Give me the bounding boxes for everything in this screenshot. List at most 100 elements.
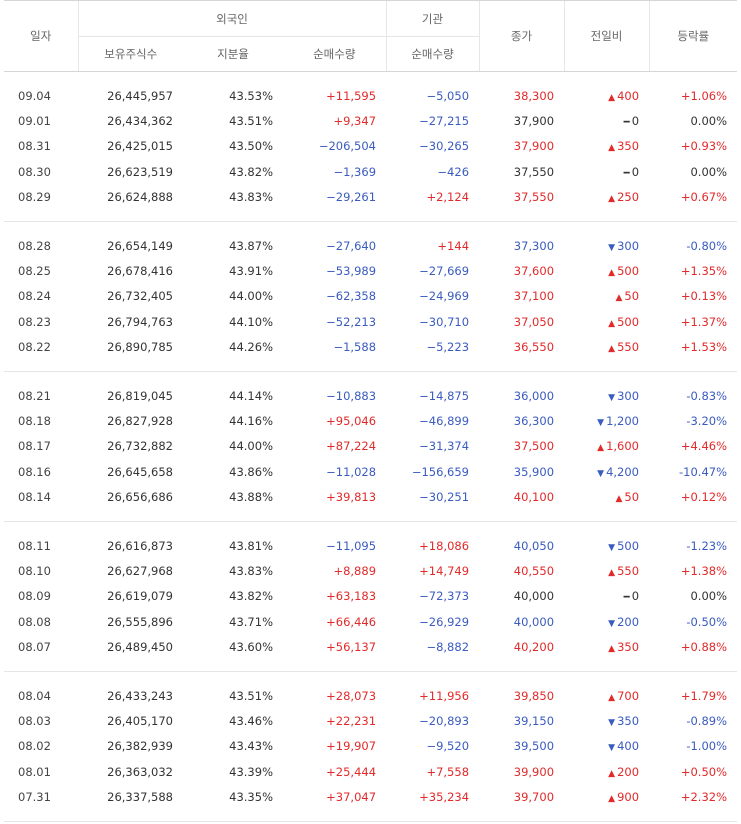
table-row: 08.11 26,616,873 43.81% −11,095 +18,086 40,05… (4, 533, 737, 558)
cell-change: ▼ 300 (564, 383, 649, 408)
cell-ratio: 44.00% (229, 439, 273, 454)
cell-close: 36,300 (513, 413, 555, 428)
cell-foreign-net: +25,444 (326, 764, 377, 779)
cell-rate: +1.53% (680, 340, 728, 355)
cell-close: 35,900 (513, 464, 555, 479)
change-value: 0 (631, 164, 640, 179)
cell-close: 40,200 (513, 640, 555, 655)
cell-holdings: 26,489,450 (107, 640, 173, 655)
cell-date: 08.17 (18, 439, 51, 454)
cell-ratio: 43.91% (229, 264, 273, 279)
cell-date: 08.02 (18, 739, 51, 754)
up-arrow-icon: ▲ (608, 318, 616, 329)
cell-institution-net: +7,558 (426, 764, 470, 779)
cell-change: ▲ 500 (564, 309, 649, 334)
cell-holdings: 26,405,170 (107, 713, 173, 728)
cell-close: 37,900 (513, 139, 555, 154)
change-value: 250 (617, 190, 640, 205)
cell-date: 08.11 (18, 538, 51, 553)
cell-close: 37,600 (513, 264, 555, 279)
header-change: 전일비 (563, 0, 650, 72)
cell-close: 39,850 (513, 688, 555, 703)
cell-institution-net: −14,875 (419, 388, 470, 403)
cell-institution-net: −5,223 (426, 340, 470, 355)
cell-foreign-net: +95,046 (326, 413, 377, 428)
table-row: 08.18 26,827,928 44.16% +95,046 −46,899 36,30… (4, 408, 737, 433)
table-row: 07.31 26,337,588 43.35% +37,047 +35,234 39,70… (4, 784, 737, 809)
cell-close: 36,000 (513, 388, 555, 403)
up-arrow-icon: ▲ (615, 494, 623, 505)
cell-date: 08.08 (18, 614, 51, 629)
cell-rate: +1.38% (680, 563, 728, 578)
cell-change: ▼ 500 (564, 533, 649, 558)
cell-institution-net: −426 (437, 164, 470, 179)
cell-change: ▲ 1,600 (564, 434, 649, 459)
header-holdings: 보유주식수 (77, 36, 183, 72)
cell-change: ▼ 400 (564, 734, 649, 759)
cell-change: ▲ 900 (564, 784, 649, 809)
cell-change: ▼ 200 (564, 609, 649, 634)
cell-foreign-net: +22,231 (326, 713, 377, 728)
cell-date: 08.22 (18, 340, 51, 355)
cell-date: 08.25 (18, 264, 51, 279)
up-arrow-icon: ▲ (608, 794, 616, 805)
cell-ratio: 44.14% (229, 388, 273, 403)
table-row: 08.04 26,433,243 43.51% +28,073 +11,956 39,85… (4, 683, 737, 708)
cell-ratio: 43.86% (229, 464, 273, 479)
cell-holdings: 26,654,149 (107, 238, 173, 253)
group-divider (4, 659, 738, 672)
cell-ratio: 43.81% (229, 538, 273, 553)
change-value: 300 (617, 238, 640, 253)
group-divider (4, 359, 738, 372)
table-row: 08.23 26,794,763 44.10% −52,213 −30,710 37,05… (4, 309, 737, 334)
cell-date: 08.29 (18, 190, 51, 205)
cell-rate: -0.80% (686, 238, 728, 253)
cell-holdings: 26,656,686 (107, 490, 173, 505)
cell-holdings: 26,445,957 (107, 88, 173, 103)
cell-close: 37,550 (513, 164, 555, 179)
flat-dash-icon: ━ (623, 592, 630, 604)
cell-change: ━ 0 (564, 108, 649, 133)
cell-ratio: 43.83% (229, 190, 273, 205)
cell-date: 08.14 (18, 490, 51, 505)
cell-institution-net: −72,373 (419, 589, 470, 604)
cell-ratio: 43.87% (229, 238, 273, 253)
cell-rate: +1.37% (680, 314, 728, 329)
change-value: 900 (617, 790, 640, 805)
cell-foreign-net: −11,028 (326, 464, 377, 479)
cell-rate: -1.00% (686, 739, 728, 754)
cell-rate: -10.47% (679, 464, 728, 479)
table-header: 일자 외국인 기관 종가 전일비 등락률 보유주식수 지분율 순매수량 순매수량 (4, 0, 738, 72)
up-arrow-icon: ▲ (608, 268, 616, 279)
table-row: 08.30 26,623,519 43.82% −1,369 −426 37,550 ━ 0 0… (4, 159, 737, 184)
down-arrow-icon: ▼ (608, 743, 616, 754)
table-row: 08.07 26,489,450 43.60% +56,137 −8,882 40,200… (4, 634, 737, 659)
cell-foreign-net: +56,137 (326, 640, 377, 655)
change-value: 700 (617, 688, 640, 703)
table-body: 09.04 26,445,957 43.53% +11,595 −5,050 38,300… (4, 72, 738, 822)
cell-change: ▲ 350 (564, 134, 649, 159)
change-value: 4,200 (606, 464, 640, 479)
cell-ratio: 43.35% (229, 790, 273, 805)
cell-institution-net: +18,086 (419, 538, 470, 553)
cell-rate: +0.93% (680, 139, 728, 154)
table-row: 08.25 26,678,416 43.91% −53,989 −27,669 37,60… (4, 258, 737, 283)
cell-ratio: 44.26% (229, 340, 273, 355)
change-value: 50 (624, 289, 640, 304)
cell-date: 08.03 (18, 713, 51, 728)
cell-institution-net: −31,374 (419, 439, 470, 454)
cell-institution-net: −8,882 (426, 640, 470, 655)
down-arrow-icon: ▼ (608, 542, 616, 553)
cell-ratio: 43.83% (229, 563, 273, 578)
cell-institution-net: −20,893 (419, 713, 470, 728)
cell-date: 08.24 (18, 289, 51, 304)
cell-institution-net: −30,710 (419, 314, 470, 329)
cell-close: 36,550 (513, 340, 555, 355)
cell-foreign-net: +87,224 (326, 439, 377, 454)
cell-close: 37,900 (513, 114, 555, 129)
cell-ratio: 44.10% (229, 314, 273, 329)
up-arrow-icon: ▲ (608, 143, 616, 154)
up-arrow-icon: ▲ (608, 194, 616, 205)
cell-ratio: 43.51% (229, 688, 273, 703)
cell-rate: -0.50% (686, 614, 728, 629)
